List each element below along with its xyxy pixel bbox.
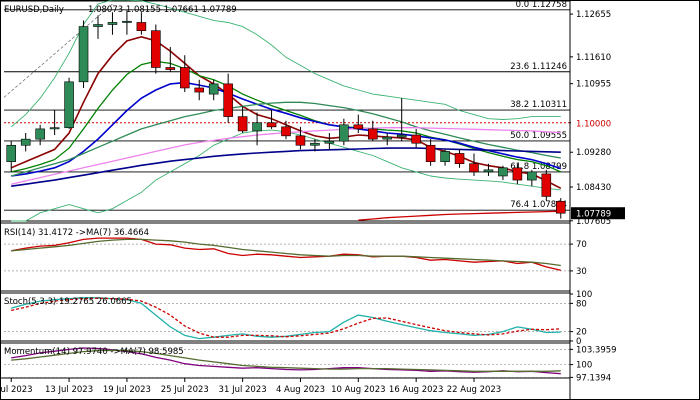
indicator-line: [11, 347, 561, 375]
candle-body: [136, 22, 147, 31]
candle-body: [252, 122, 262, 132]
x-tick-label: 10 Aug 2023: [331, 385, 385, 395]
resistance-box: [571, 116, 625, 129]
moving-average-line: [11, 60, 562, 173]
candle-body: [396, 134, 407, 138]
candle-body: [469, 163, 479, 173]
upper-band: [10, 0, 561, 128]
y-tick-label: 100: [576, 290, 592, 300]
ohlc-readout: 1.08073 1.08155 1.07661 1.07789: [88, 5, 237, 15]
candle-body: [194, 87, 205, 93]
candle-body: [353, 124, 364, 130]
moving-average-line: [358, 210, 561, 221]
candle-body: [78, 26, 89, 83]
indicator-line: [11, 238, 561, 267]
y-tick-label: 103.3959: [576, 345, 617, 355]
candle-body: [151, 30, 161, 68]
candle-body: [512, 167, 523, 181]
x-tick-label: 25 Jul 2023: [161, 385, 209, 395]
candle-body: [237, 116, 248, 132]
y-tick-label: 100: [576, 361, 592, 371]
fib-label: 76.4 1.07864: [510, 200, 567, 210]
fib-label: 50.0 1.09555: [510, 131, 567, 141]
candle-body: [324, 140, 335, 144]
y-tick-label: 97.1394: [576, 373, 611, 383]
fib-label: 23.6 1.11246: [510, 62, 567, 72]
x-tick-label: 13 Jul 2023: [45, 385, 93, 395]
momentum-title: Momentum(14) 97.9740 ->MA(7) 98.5985: [4, 347, 184, 357]
indicator-line: [11, 297, 561, 338]
main-title: EURUSD,Daily: [4, 5, 64, 15]
candle-body: [425, 144, 436, 162]
candle-body: [454, 153, 465, 164]
candle-body: [555, 201, 566, 214]
x-tick-label: 7 Jul 2023: [0, 385, 33, 395]
y-tick-label: 1.08430: [576, 183, 611, 193]
candle-body: [165, 67, 176, 70]
moving-average-line: [11, 147, 561, 187]
rsi-title: RSI(14) 31.4172 ->MA(7) 36.4664: [4, 228, 149, 238]
candle-body: [107, 22, 118, 25]
y-tick-label: 1.07605: [576, 217, 611, 227]
fib-label: 61.8 1.08799: [510, 162, 567, 172]
y-tick-label: 0: [576, 337, 581, 347]
candle-body: [266, 122, 277, 128]
y-tick-label: 80: [576, 299, 587, 309]
current-price-box: [571, 207, 625, 220]
y-tick-label: 20: [576, 328, 587, 338]
y-tick-label: 70: [576, 240, 587, 250]
candle-body: [440, 151, 450, 162]
x-tick-label: 19 Jul 2023: [103, 385, 151, 395]
candle-body: [93, 24, 103, 27]
x-tick-label: 31 Jul 2023: [219, 385, 267, 395]
candle-body: [310, 142, 320, 146]
current-price-label: 1.07789: [576, 210, 611, 220]
fib-label: 0.0 1.12758: [516, 0, 567, 10]
candle-body: [483, 169, 494, 173]
indicator-line: [11, 237, 561, 271]
trend-line: [3, 3, 113, 98]
candle-body: [6, 144, 17, 162]
y-tick-label: 1.12655: [576, 10, 611, 20]
candle-body: [382, 136, 393, 140]
moving-average-line: [11, 81, 562, 177]
y-tick-label: 1.11610: [576, 53, 611, 63]
candle-body: [411, 134, 421, 144]
resistance-label: 1.10000: [576, 119, 611, 129]
candle-body: [20, 138, 31, 146]
indicator-line: [11, 349, 561, 372]
x-tick-label: 4 Aug 2023: [276, 385, 325, 395]
candle-body: [223, 83, 233, 117]
y-tick-label: 1.09280: [576, 148, 611, 158]
candle-body: [541, 173, 552, 197]
x-axis: 7 Jul 2023 13 Jul 2023 19 Jul 2023 25 Jul 2…: [0, 378, 501, 395]
x-tick-label: 22 Aug 2023: [447, 385, 501, 395]
candle-body: [367, 128, 378, 140]
candle-body: [208, 83, 219, 95]
candle-body: [122, 20, 132, 23]
candle-body: [64, 81, 74, 128]
candle-body: [295, 135, 306, 146]
x-tick-label: 16 Aug 2023: [389, 385, 443, 395]
price-panel: 0.0 1.12758 23.6 1.11246 38.2 1.10311 50.0 …: [0, 0, 625, 227]
candle-body: [49, 127, 60, 130]
candle-body: [527, 171, 537, 181]
stoch-title: Stoch(5,3,3) 19.2765 26.0665: [4, 297, 132, 307]
candle-body: [339, 124, 349, 142]
y-tick-label: 1.10955: [576, 80, 611, 90]
candle-body: [281, 126, 291, 137]
moving-average-line: [11, 101, 561, 177]
y-tick-label: 30: [576, 267, 587, 277]
candle-body: [35, 128, 45, 140]
candle-body: [179, 67, 190, 89]
candle-body: [498, 167, 508, 177]
fib-label: 38.2 1.10311: [510, 100, 567, 110]
